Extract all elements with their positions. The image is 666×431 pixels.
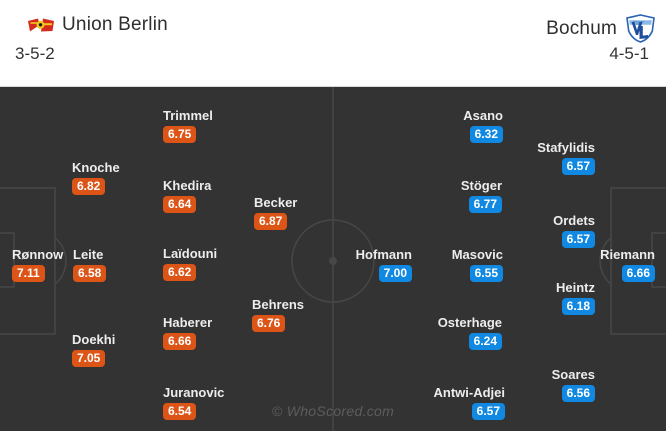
- player-rating-badge: 6.64: [163, 196, 197, 213]
- player-home-khedira[interactable]: Khedira 6.64: [163, 178, 211, 213]
- player-home-doekhi[interactable]: Doekhi 7.05: [72, 332, 115, 367]
- player-name: Stöger: [460, 178, 502, 193]
- player-away-asano[interactable]: Asano 6.32: [463, 108, 503, 143]
- player-away-masovic[interactable]: Masovic 6.55: [452, 247, 503, 282]
- player-rating-badge: 6.55: [469, 265, 503, 282]
- home-team-name: Union Berlin: [62, 14, 168, 35]
- pitch-markings: [0, 87, 666, 431]
- player-name: Behrens: [252, 297, 305, 312]
- player-home-ronnow[interactable]: Rønnow 7.11: [12, 247, 63, 282]
- player-rating-badge: 6.62: [163, 264, 197, 281]
- away-formation: 4-5-1: [609, 44, 649, 63]
- player-home-trimmel[interactable]: Trimmel 6.75: [163, 108, 213, 143]
- player-rating-badge: 6.57: [561, 158, 595, 175]
- player-home-knoche[interactable]: Knoche 6.82: [72, 160, 120, 195]
- player-name: Hofmann: [355, 247, 412, 262]
- player-name: Stafylidis: [537, 140, 595, 155]
- player-name: Ordets: [553, 213, 595, 228]
- player-rating-badge: 6.54: [163, 403, 197, 420]
- player-name: Heintz: [556, 280, 595, 295]
- away-team-header[interactable]: Bochum Bochum 1848: [546, 14, 656, 43]
- player-away-antwi-adjei[interactable]: Antwi-Adjei 6.57: [433, 385, 506, 420]
- player-name: Juranovic: [163, 385, 225, 400]
- player-rating-badge: 7.11: [12, 265, 45, 282]
- player-away-hofmann[interactable]: Hofmann 7.00: [356, 247, 412, 282]
- player-name: Leite: [73, 247, 104, 262]
- player-rating-badge: 6.82: [72, 178, 106, 195]
- player-home-juranovic[interactable]: Juranovic 6.54: [163, 385, 224, 420]
- player-rating-badge: 6.18: [561, 298, 595, 315]
- home-formation: 3-5-2: [15, 44, 55, 63]
- player-rating-badge: 6.66: [621, 265, 655, 282]
- home-team-header[interactable]: Union Berlin: [28, 14, 168, 36]
- player-name: Knoche: [72, 160, 120, 175]
- player-away-riemann[interactable]: Riemann 6.66: [600, 247, 655, 282]
- pitch: Rønnow 7.11 Knoche 6.82 Leite 6.58 Doekh…: [0, 87, 666, 431]
- player-name: Soares: [551, 367, 595, 382]
- player-rating-badge: 6.76: [252, 315, 286, 332]
- svg-text:Bochum: Bochum: [633, 20, 645, 24]
- player-rating-badge: 6.58: [73, 265, 107, 282]
- player-rating-badge: 6.57: [471, 403, 505, 420]
- player-name: Khedira: [163, 178, 212, 193]
- header: Union Berlin 3-5-2 Bochum Bochum 1848 4-…: [0, 0, 666, 87]
- bochum-logo: Bochum 1848: [625, 14, 656, 43]
- player-home-laidouni[interactable]: Laïdouni 6.62: [163, 246, 217, 281]
- player-name: Masovic: [451, 247, 503, 262]
- union-berlin-logo: [28, 18, 54, 33]
- player-name: Antwi-Adjei: [433, 385, 506, 400]
- player-away-osterhage[interactable]: Osterhage 6.24: [438, 315, 502, 350]
- player-rating-badge: 6.56: [561, 385, 595, 402]
- player-name: Rønnow: [12, 247, 64, 262]
- player-name: Doekhi: [72, 332, 116, 347]
- away-team-name: Bochum: [546, 17, 617, 39]
- player-away-stafylidis[interactable]: Stafylidis 6.57: [537, 140, 595, 175]
- player-home-behrens[interactable]: Behrens 6.76: [252, 297, 304, 332]
- player-away-heintz[interactable]: Heintz 6.18: [556, 280, 595, 315]
- player-name: Haberer: [163, 315, 213, 330]
- player-name: Trimmel: [163, 108, 213, 123]
- player-rating-badge: 6.87: [254, 213, 288, 230]
- player-rating-badge: 6.24: [468, 333, 502, 350]
- player-away-soares[interactable]: Soares 6.56: [552, 367, 595, 402]
- player-home-haberer[interactable]: Haberer 6.66: [163, 315, 212, 350]
- player-name: Asano: [463, 108, 503, 123]
- player-rating-badge: 6.57: [561, 231, 595, 248]
- player-rating-badge: 6.66: [163, 333, 197, 350]
- player-away-ordets[interactable]: Ordets 6.57: [553, 213, 595, 248]
- player-name: Laïdouni: [163, 246, 218, 261]
- whoscored-watermark: © WhoScored.com: [271, 403, 395, 419]
- player-away-stoger[interactable]: Stöger 6.77: [461, 178, 502, 213]
- player-name: Becker: [254, 195, 298, 210]
- player-name: Osterhage: [437, 315, 502, 330]
- player-rating-badge: 7.05: [72, 350, 106, 367]
- player-rating-badge: 6.32: [469, 126, 503, 143]
- player-rating-badge: 6.77: [468, 196, 502, 213]
- player-rating-badge: 7.00: [378, 265, 412, 282]
- player-name: Riemann: [600, 247, 655, 262]
- player-rating-badge: 6.75: [163, 126, 197, 143]
- player-home-becker[interactable]: Becker 6.87: [254, 195, 297, 230]
- player-home-leite[interactable]: Leite 6.58: [73, 247, 107, 282]
